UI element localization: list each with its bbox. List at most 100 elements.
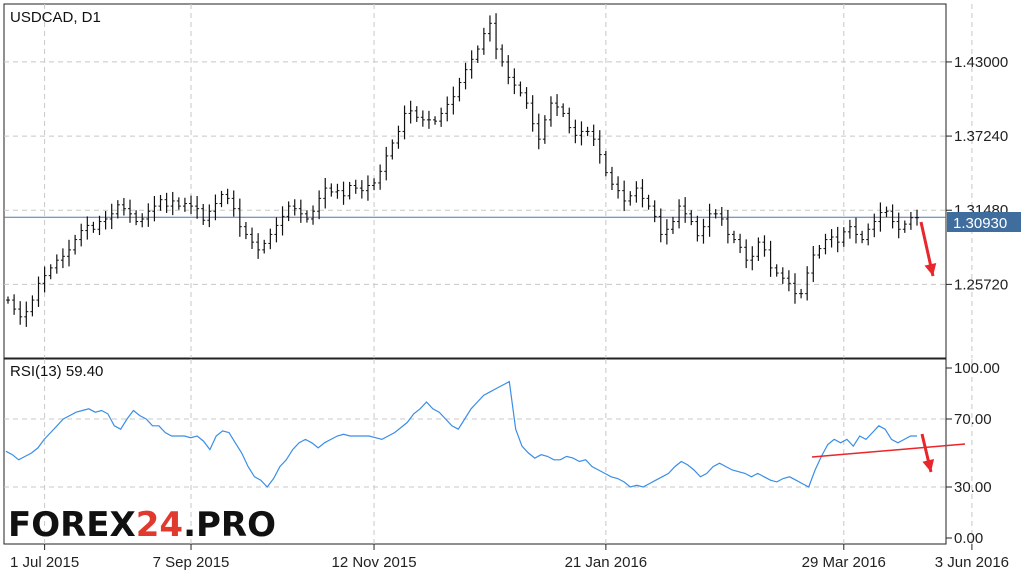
price-bar [866, 223, 871, 246]
price-bar [372, 178, 377, 191]
price-bar [762, 235, 767, 257]
price-bar [744, 239, 749, 269]
price-bar [756, 237, 761, 261]
price-bar [317, 190, 322, 220]
price-bar [335, 183, 340, 199]
price-bar [97, 215, 102, 236]
rsi-label: RSI(13) 59.40 [10, 363, 103, 380]
price-bar [884, 206, 889, 218]
price-bar [494, 13, 499, 60]
price-bar [731, 230, 736, 244]
price-bar [481, 27, 486, 55]
price-bar [73, 234, 78, 255]
price-bar [201, 203, 206, 225]
price-bar [329, 183, 334, 197]
price-bar [390, 139, 395, 160]
price-bar [30, 295, 35, 317]
price-bar [908, 211, 913, 230]
price-bar [853, 217, 858, 244]
price-bar [548, 96, 553, 127]
rsi-down-arrow [920, 433, 935, 473]
price-bar [378, 164, 383, 190]
price-bar [725, 209, 730, 244]
x-tick-label: 7 Sep 2015 [153, 554, 230, 571]
price-bar [292, 199, 297, 216]
price-bar [207, 204, 212, 228]
price-bar [323, 177, 328, 209]
price-bar [213, 194, 218, 221]
x-tick-label: 1 Jul 2015 [10, 554, 79, 571]
price-bar [713, 209, 718, 219]
price-bar [475, 45, 480, 63]
price-bar [811, 246, 816, 283]
price-bar [591, 124, 596, 147]
price-bar [664, 219, 669, 245]
price-bar [18, 301, 23, 325]
price-bar [439, 107, 444, 127]
rsi-trendline [811, 443, 966, 458]
price-bar [616, 176, 621, 199]
price-bar [799, 288, 804, 299]
annotations [811, 221, 966, 473]
price-pane-frame [3, 3, 947, 359]
price-bar [164, 192, 169, 213]
price-bar [262, 239, 267, 254]
price-bar [304, 210, 309, 223]
price-bar [634, 181, 639, 203]
price-bar [683, 197, 688, 223]
price-bar [396, 125, 401, 149]
price-bar [536, 113, 541, 150]
price-bar [652, 200, 657, 223]
price-bar [408, 100, 413, 124]
price-bar [103, 211, 108, 230]
price-tick-label: 1.25720 [954, 276, 1008, 293]
price-down-arrow [919, 221, 937, 277]
price-bar [658, 208, 663, 243]
price-bar [48, 264, 53, 280]
price-bar [347, 181, 352, 200]
price-bars [6, 13, 919, 327]
price-bar [85, 216, 90, 240]
chart-title: USDCAD, D1 [10, 9, 101, 26]
price-bar [128, 199, 133, 223]
price-bar [500, 44, 505, 67]
price-bar [524, 87, 529, 109]
price-bar [414, 106, 419, 122]
rsi-tick-label: 30.00 [954, 479, 992, 496]
price-bar [677, 199, 682, 229]
price-bar [817, 244, 822, 259]
price-bar [561, 103, 566, 118]
rsi-series [5, 380, 917, 488]
price-bar [573, 119, 578, 144]
price-bar [628, 191, 633, 206]
price-bar [896, 212, 901, 239]
price-bar [860, 230, 865, 244]
price-bar [518, 81, 523, 97]
price-bar [158, 194, 163, 211]
price-bar [823, 233, 828, 255]
price-bar [298, 199, 303, 223]
price-bar [140, 213, 145, 228]
price-bar [707, 203, 712, 237]
price-bar [579, 121, 584, 146]
price-bar [250, 227, 255, 249]
price-bar [433, 116, 438, 125]
price-bar [426, 110, 431, 129]
price-bar [182, 197, 187, 212]
price-bar [384, 146, 389, 181]
price-bar [469, 50, 474, 79]
price-bar [225, 188, 230, 205]
price-bar [121, 197, 126, 216]
price-bar [689, 210, 694, 226]
price-bar [152, 196, 157, 222]
price-bar [115, 200, 120, 219]
watermark-logo: FOREX24.PRO [8, 505, 276, 545]
price-bar [365, 175, 370, 201]
price-bar [280, 206, 285, 236]
rsi-tick-label: 70.00 [954, 411, 992, 428]
price-tick-label: 1.43000 [954, 54, 1008, 71]
price-bar [420, 110, 425, 127]
price-bar [79, 223, 84, 247]
price-bar [774, 264, 779, 277]
